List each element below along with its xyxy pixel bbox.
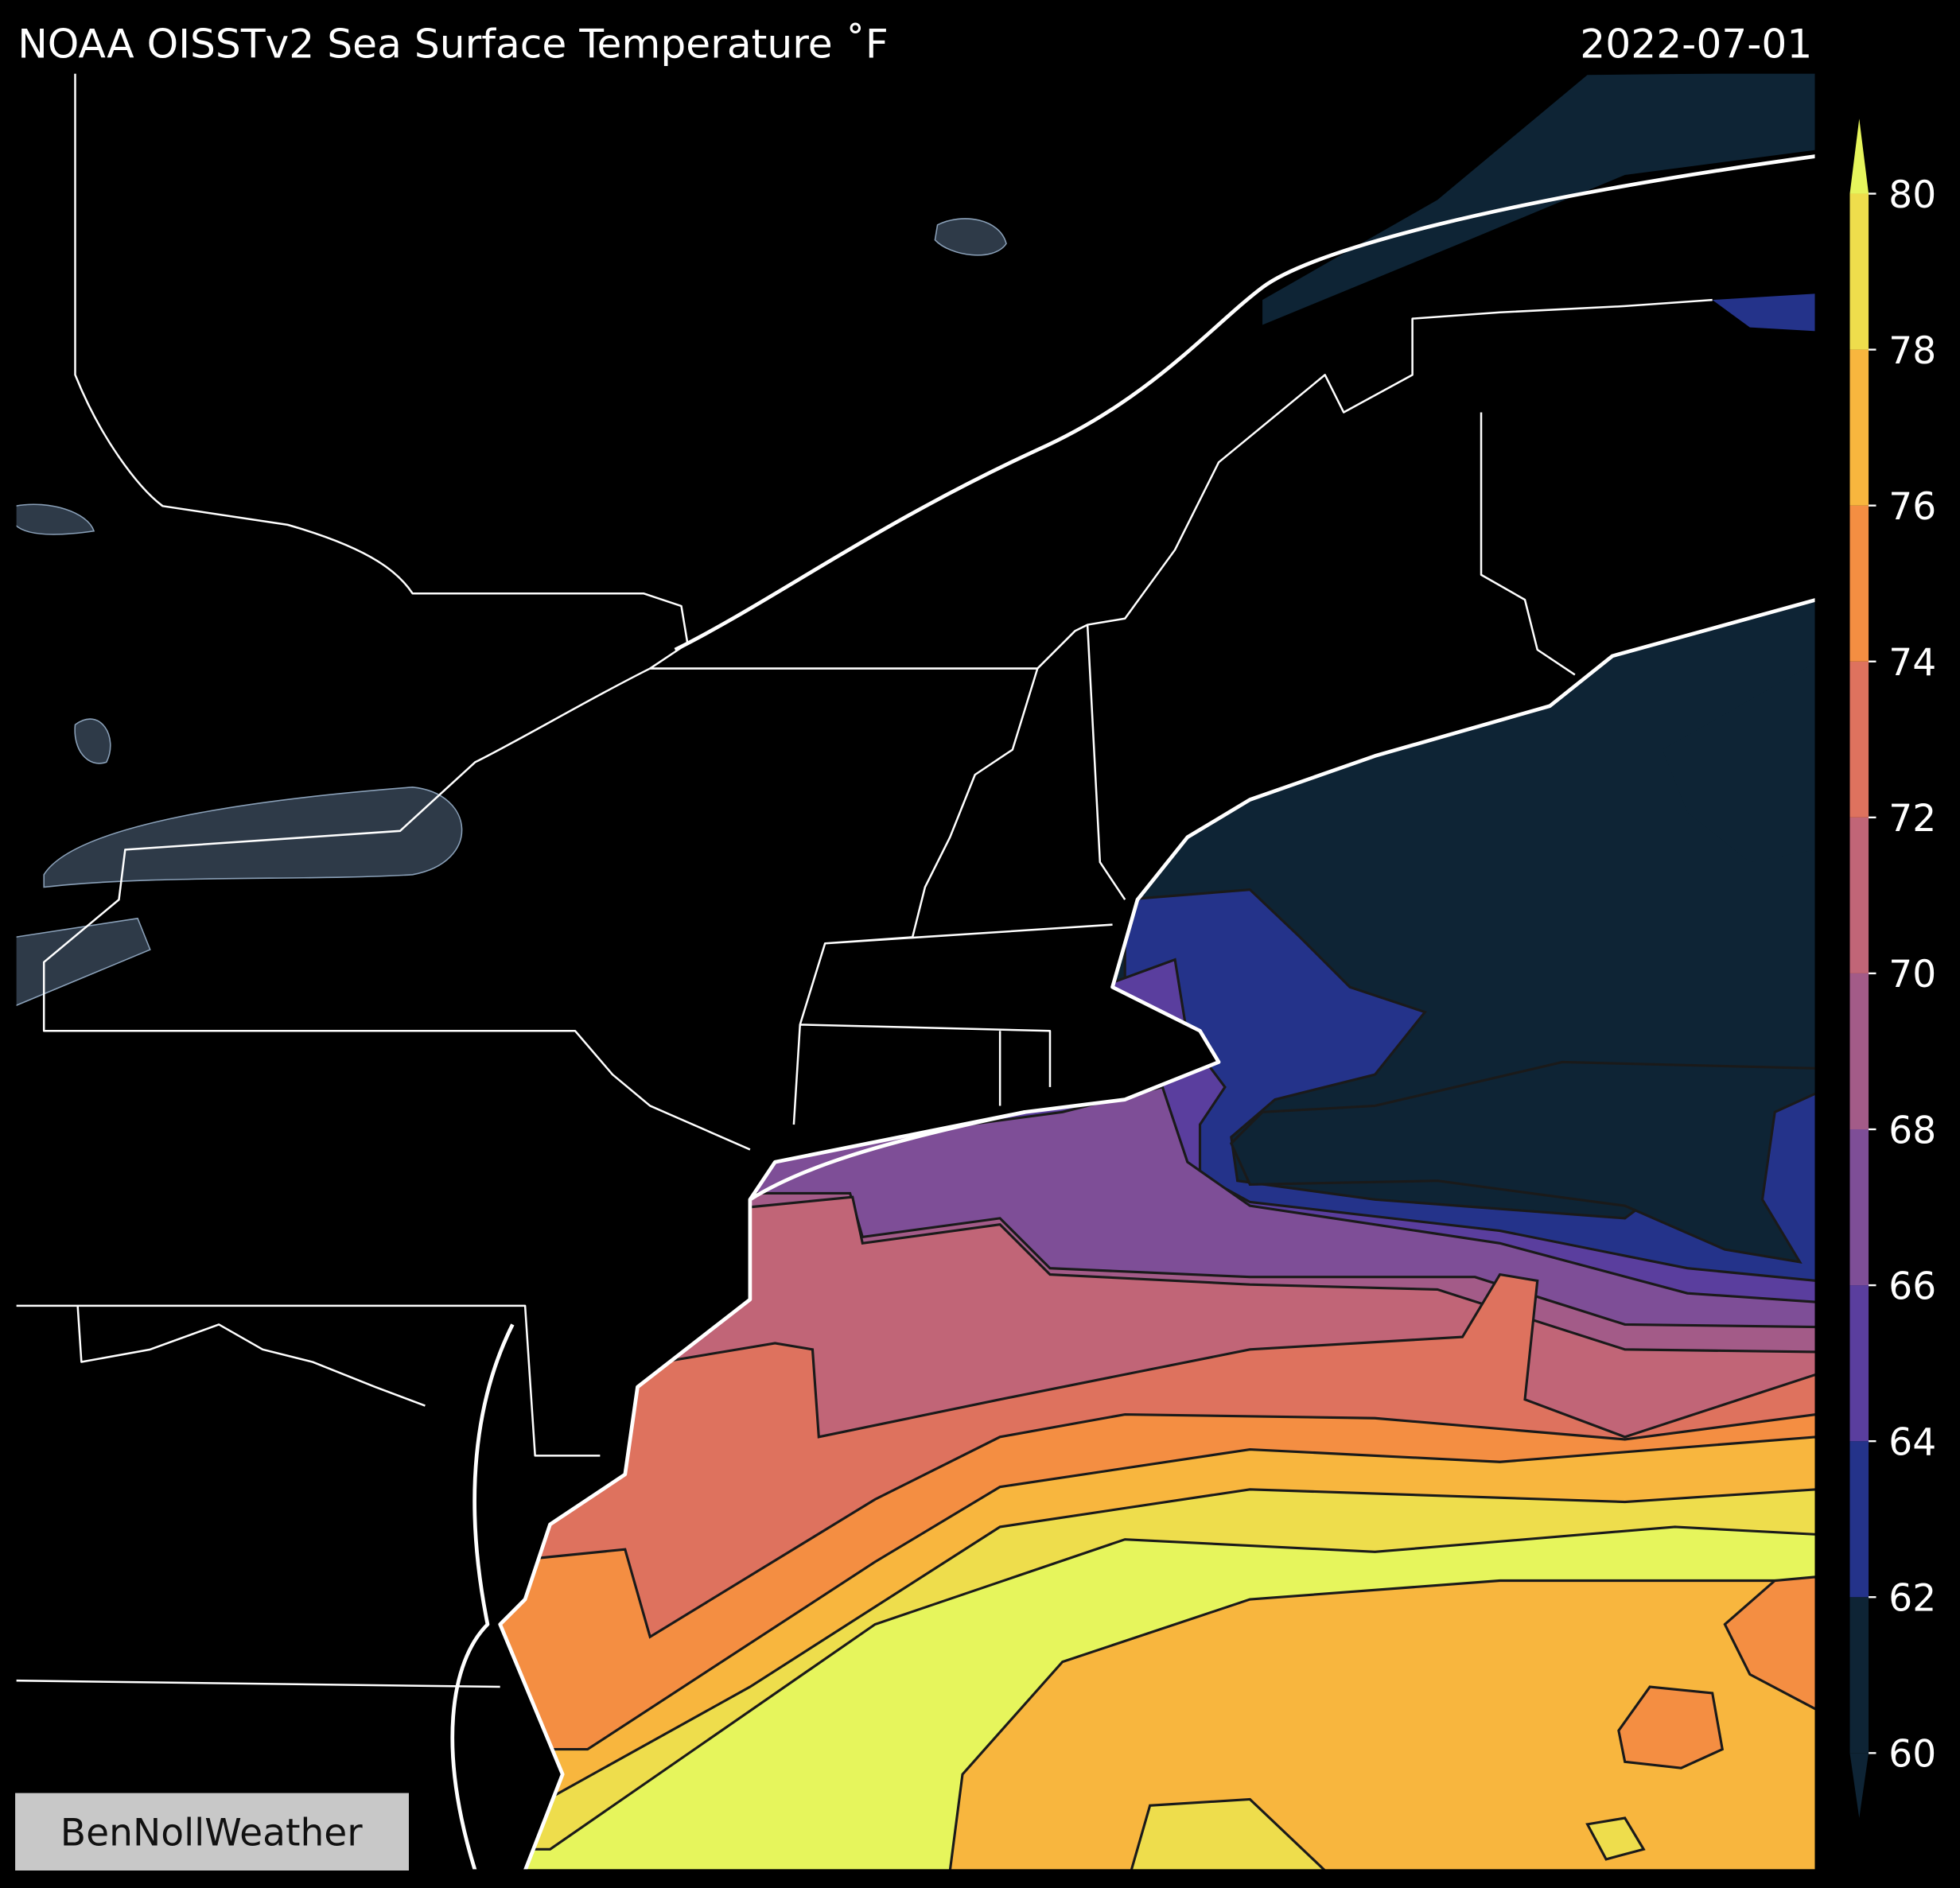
- colorbar-tick-label: 72: [1888, 797, 1936, 841]
- border: [792, 412, 1576, 1125]
- colorbar-tick-label: 80: [1888, 173, 1936, 217]
- colorbar: 60 62 64 66 68 70 72 74 76 78 80: [1849, 118, 1936, 1819]
- border: [42, 667, 751, 1151]
- map-date: 2022-07-01: [1580, 20, 1812, 67]
- lake: [934, 218, 1007, 256]
- colorbar-tick-label: 70: [1888, 953, 1936, 996]
- colorbar-band: [1849, 349, 1869, 506]
- watermark-box: [15, 1793, 409, 1871]
- colorbar-band: [1849, 817, 1869, 973]
- colorbar-tick-label: 68: [1888, 1109, 1936, 1152]
- chesapeake: [450, 1323, 515, 1871]
- sst-region: [1585, 1816, 1646, 1861]
- colorbar-band: [1849, 1441, 1869, 1598]
- water: [1262, 72, 1817, 325]
- border: [74, 72, 1713, 670]
- colorbar-tick-label: 64: [1888, 1420, 1936, 1464]
- st-lawrence: [674, 154, 1817, 652]
- colorbar-band: [1849, 1129, 1869, 1286]
- colorbar-extend-under: [1849, 1753, 1869, 1819]
- border: [15, 1304, 601, 1688]
- sst-region: [1130, 1797, 1328, 1871]
- map-title: NOAA OISSTv2 Sea Surface Temperature ˚F: [18, 20, 889, 67]
- sst-region: [1617, 1685, 1725, 1770]
- water: [1662, 662, 1817, 863]
- colorbar-band: [1849, 1597, 1869, 1754]
- colorbar-tick-label: 60: [1888, 1733, 1936, 1777]
- colorbar-tick-label: 78: [1888, 329, 1936, 373]
- colorbar-tick-label: 66: [1888, 1264, 1936, 1308]
- sst-region: [1723, 1575, 1817, 1711]
- colorbar-band: [1849, 661, 1869, 818]
- sst-region: [948, 1579, 1817, 1871]
- lake: [74, 718, 111, 764]
- colorbar-band: [1849, 193, 1869, 350]
- water: [1712, 293, 1817, 332]
- colorbar-tick-label: 62: [1888, 1577, 1936, 1621]
- map-frame: [14, 71, 1818, 1872]
- colorbar-band: [1849, 973, 1869, 1130]
- sst-region: [1229, 1060, 1817, 1264]
- watermark: BenNollWeather: [60, 1812, 364, 1855]
- long-island: [749, 1110, 1026, 1202]
- lake: [14, 503, 95, 535]
- sst-field: [500, 600, 1817, 1871]
- colorbar-tick-label: 76: [1888, 485, 1936, 529]
- colorbar-band: [1849, 1285, 1869, 1442]
- lake-ontario: [43, 787, 463, 888]
- colorbar-tick-label: 74: [1888, 641, 1936, 685]
- colorbar-band: [1849, 505, 1869, 662]
- colorbar-extend-over: [1849, 118, 1869, 194]
